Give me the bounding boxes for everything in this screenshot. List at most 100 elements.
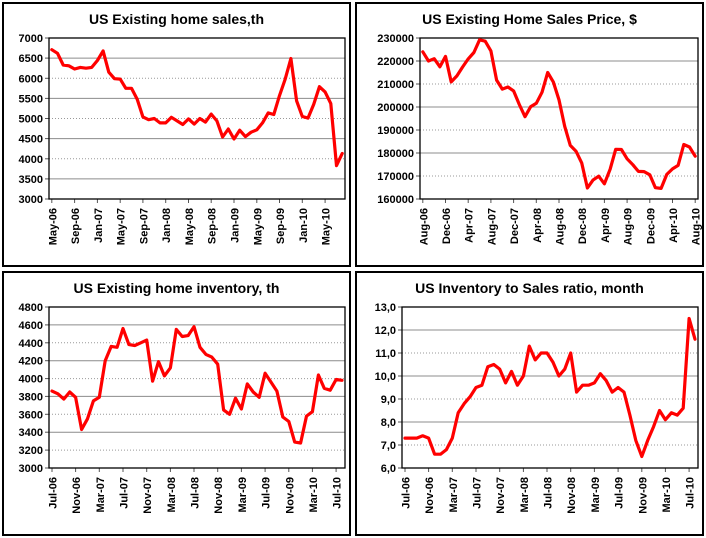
chart-panel-existing-home-sales: US Existing home sales,th 7000 6500 6000 55…	[2, 2, 351, 267]
svg-text:Aug-09: Aug-09	[623, 208, 635, 245]
line-chart-existing-home-sales: 7000 6500 6000 5500 5000 4500 4000 3500 3000 May-…	[19, 34, 346, 245]
svg-text:Dec-07: Dec-07	[509, 208, 521, 244]
svg-text:Jul-07: Jul-07	[472, 477, 484, 509]
svg-text:May-06: May-06	[47, 208, 59, 245]
svg-text:Mar-10: Mar-10	[661, 477, 673, 512]
svg-text:6500: 6500	[19, 53, 43, 65]
svg-text:Jul-08: Jul-08	[190, 477, 202, 509]
svg-text:9,0: 9,0	[381, 394, 396, 406]
svg-text:Jul-09: Jul-09	[261, 477, 273, 509]
svg-text:Mar-09: Mar-09	[237, 477, 249, 512]
svg-text:12,0: 12,0	[375, 325, 396, 337]
svg-text:Jul-08: Jul-08	[543, 477, 555, 509]
chart-title: US Existing Home Sales Price, $	[422, 11, 637, 27]
svg-text:Jan-09: Jan-09	[230, 208, 242, 243]
svg-text:160000: 160000	[377, 194, 414, 206]
svg-text:Sep-09: Sep-09	[275, 208, 287, 244]
svg-text:4600: 4600	[19, 320, 43, 332]
svg-text:May-09: May-09	[252, 208, 264, 245]
svg-text:4400: 4400	[19, 338, 43, 350]
svg-text:Nov-09: Nov-09	[284, 477, 296, 514]
svg-text:4200: 4200	[19, 356, 43, 368]
svg-text:Nov-07: Nov-07	[142, 477, 154, 514]
svg-text:Sep-08: Sep-08	[207, 208, 219, 244]
svg-text:Jul-06: Jul-06	[48, 477, 60, 509]
svg-text:Nov-08: Nov-08	[566, 477, 578, 514]
chart-panel-inventory-sales-ratio: US Inventory to Sales ratio, month 13,0 1…	[355, 271, 704, 536]
svg-text:5500: 5500	[19, 93, 43, 105]
chart-title: US Existing home sales,th	[88, 11, 265, 27]
svg-text:Jul-10: Jul-10	[332, 477, 344, 509]
svg-text:13,0: 13,0	[375, 303, 396, 314]
svg-text:Dec-08: Dec-08	[577, 208, 589, 244]
svg-text:Apr-08: Apr-08	[532, 208, 544, 243]
svg-text:10,0: 10,0	[375, 371, 396, 383]
line-chart-inventory-sales-ratio: 13,0 12,0 11,0 10,0 9,0 8,0 7,0 6,0 Jul-06 Nov-06…	[375, 303, 699, 514]
chart-title: US Existing home inventory, th	[73, 280, 280, 296]
chart-panel-home-inventory: US Existing home inventory, th 4800 4600 4…	[2, 271, 351, 536]
svg-text:210000: 210000	[377, 79, 414, 91]
svg-text:Jul-06: Jul-06	[401, 477, 413, 509]
svg-text:4000: 4000	[19, 374, 43, 386]
line-chart-home-sales-price: 230000 220000 210000 200000 190000 180000 1700…	[377, 34, 702, 245]
svg-text:Nov-08: Nov-08	[213, 477, 225, 514]
svg-text:7,0: 7,0	[381, 440, 396, 452]
svg-text:May-08: May-08	[184, 208, 196, 245]
svg-text:Apr-10: Apr-10	[668, 208, 680, 243]
svg-text:4000: 4000	[19, 154, 43, 166]
svg-text:Aug-07: Aug-07	[486, 208, 498, 245]
svg-text:7000: 7000	[19, 34, 43, 45]
svg-text:Jan-07: Jan-07	[93, 208, 105, 243]
svg-text:Nov-09: Nov-09	[637, 477, 649, 514]
svg-text:3000: 3000	[19, 194, 43, 206]
svg-text:4500: 4500	[19, 134, 43, 146]
svg-text:Nov-06: Nov-06	[71, 477, 83, 514]
svg-text:May-10: May-10	[321, 208, 333, 245]
svg-text:Aug-06: Aug-06	[418, 208, 430, 245]
svg-text:6000: 6000	[19, 73, 43, 85]
svg-text:Sep-06: Sep-06	[70, 208, 82, 244]
svg-text:Mar-10: Mar-10	[308, 477, 320, 512]
svg-text:Apr-07: Apr-07	[464, 208, 476, 243]
svg-text:3000: 3000	[19, 463, 43, 475]
chart-title: US Inventory to Sales ratio, month	[415, 280, 644, 296]
svg-text:Aug-10: Aug-10	[691, 208, 702, 245]
svg-text:Apr-09: Apr-09	[600, 208, 612, 243]
svg-text:170000: 170000	[377, 171, 414, 183]
svg-text:Jul-09: Jul-09	[614, 477, 626, 509]
svg-text:Nov-07: Nov-07	[495, 477, 507, 514]
svg-text:3800: 3800	[19, 391, 43, 403]
svg-text:200000: 200000	[377, 102, 414, 114]
svg-text:May-07: May-07	[116, 208, 128, 245]
svg-text:Jan-08: Jan-08	[161, 208, 173, 243]
svg-text:8,0: 8,0	[381, 417, 396, 429]
line-chart-home-inventory: 4800 4600 4400 4200 4000 3800 3600 3400 3200 3000…	[19, 303, 346, 514]
svg-text:Jul-10: Jul-10	[685, 477, 697, 509]
svg-text:180000: 180000	[377, 148, 414, 160]
svg-text:220000: 220000	[377, 56, 414, 68]
svg-text:3600: 3600	[19, 409, 43, 421]
svg-text:3200: 3200	[19, 445, 43, 457]
svg-text:Nov-06: Nov-06	[424, 477, 436, 514]
svg-text:Aug-08: Aug-08	[555, 208, 567, 245]
svg-text:11,0: 11,0	[375, 348, 396, 360]
chart-panel-home-sales-price: US Existing Home Sales Price, $ 230000 22…	[355, 2, 704, 267]
svg-text:Mar-07: Mar-07	[448, 477, 460, 512]
svg-text:Mar-08: Mar-08	[166, 477, 178, 512]
svg-text:Mar-09: Mar-09	[590, 477, 602, 512]
svg-text:Dec-06: Dec-06	[441, 208, 453, 244]
svg-text:3400: 3400	[19, 427, 43, 439]
svg-text:190000: 190000	[377, 125, 414, 137]
svg-text:6,0: 6,0	[381, 463, 396, 475]
svg-text:Jul-07: Jul-07	[119, 477, 131, 509]
svg-text:5000: 5000	[19, 114, 43, 126]
svg-text:Sep-07: Sep-07	[138, 208, 150, 244]
svg-text:Jan-10: Jan-10	[298, 208, 310, 243]
svg-text:230000: 230000	[377, 34, 414, 45]
svg-text:Dec-09: Dec-09	[645, 208, 657, 244]
svg-text:Mar-07: Mar-07	[95, 477, 107, 512]
svg-text:4800: 4800	[19, 303, 43, 314]
svg-text:3500: 3500	[19, 174, 43, 186]
svg-text:Mar-08: Mar-08	[519, 477, 531, 512]
